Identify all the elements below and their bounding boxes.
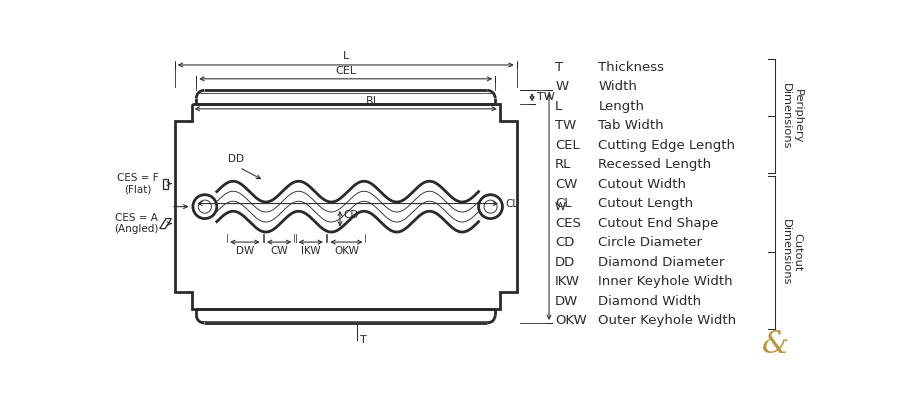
Text: Cutting Edge Length: Cutting Edge Length	[598, 139, 735, 152]
Text: RL: RL	[365, 96, 380, 106]
Text: DD: DD	[555, 256, 575, 268]
Text: Diamond Diameter: Diamond Diameter	[598, 256, 724, 268]
Text: DD: DD	[229, 154, 244, 164]
Text: OKW: OKW	[555, 314, 587, 327]
Text: DW: DW	[555, 294, 579, 308]
Text: RL: RL	[555, 158, 572, 171]
Text: CL: CL	[506, 199, 518, 209]
Text: Cutout End Shape: Cutout End Shape	[598, 216, 719, 230]
Text: Cutout Length: Cutout Length	[598, 197, 693, 210]
Polygon shape	[175, 104, 517, 309]
Text: CES: CES	[555, 216, 581, 230]
Bar	[163, 178, 168, 189]
Text: CW: CW	[555, 178, 578, 191]
Text: CEL: CEL	[335, 66, 356, 76]
Polygon shape	[175, 292, 192, 309]
Text: CD: CD	[343, 210, 358, 220]
Text: CEL: CEL	[555, 139, 580, 152]
Text: OKW: OKW	[334, 246, 359, 256]
Polygon shape	[196, 309, 495, 323]
Text: CES = A
(Angled): CES = A (Angled)	[114, 213, 158, 235]
Polygon shape	[500, 292, 517, 309]
Text: CD: CD	[555, 236, 574, 249]
Text: Inner Keyhole Width: Inner Keyhole Width	[598, 275, 733, 288]
Text: IKW: IKW	[555, 275, 580, 288]
Text: Diamond Width: Diamond Width	[598, 294, 701, 308]
Text: Thickness: Thickness	[598, 61, 664, 74]
Text: Length: Length	[598, 100, 644, 113]
Text: CW: CW	[270, 246, 288, 256]
Text: TW: TW	[536, 92, 554, 102]
Text: W: W	[555, 80, 568, 93]
Text: Outer Keyhole Width: Outer Keyhole Width	[598, 314, 736, 327]
Text: T: T	[555, 61, 563, 74]
Polygon shape	[175, 104, 192, 121]
Polygon shape	[196, 90, 495, 104]
Text: CL: CL	[555, 197, 572, 210]
Text: IKW: IKW	[301, 246, 320, 256]
Text: L: L	[343, 51, 349, 61]
Text: Width: Width	[598, 80, 637, 93]
Text: CES = F
(Flat): CES = F (Flat)	[117, 173, 158, 195]
Text: Circle Diameter: Circle Diameter	[598, 236, 702, 249]
Text: DW: DW	[236, 246, 254, 256]
Text: T: T	[360, 335, 367, 345]
Text: &: &	[761, 329, 789, 360]
Text: Cutout Width: Cutout Width	[598, 178, 687, 191]
Text: Recessed Length: Recessed Length	[598, 158, 711, 171]
Text: Cutout
Dimensions: Cutout Dimensions	[781, 219, 803, 286]
Text: W: W	[554, 202, 565, 211]
Polygon shape	[500, 104, 517, 121]
Text: L: L	[555, 100, 562, 113]
Text: Periphery
Dimensions: Periphery Dimensions	[781, 83, 803, 149]
Text: TW: TW	[555, 119, 576, 132]
Text: Tab Width: Tab Width	[598, 119, 664, 132]
